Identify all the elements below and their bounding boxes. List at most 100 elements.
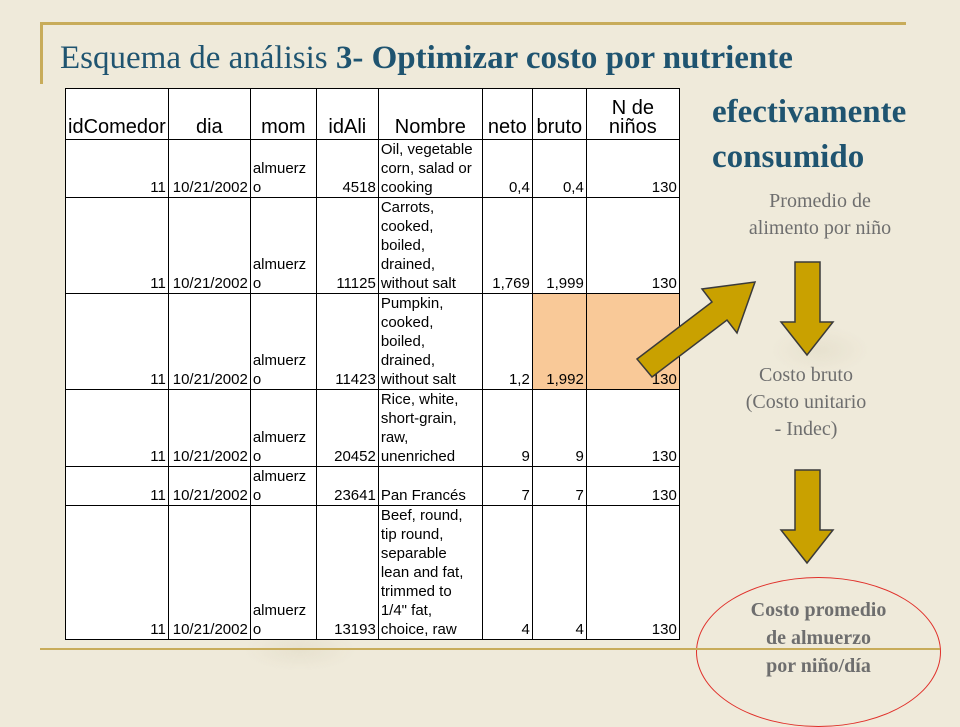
cell-nombre-line: boiled, [380, 237, 426, 254]
cell-bruto: 1,999 [531, 197, 587, 294]
cell-bruto: 4 [531, 505, 587, 640]
cell-n-ninos: 130 [585, 505, 680, 640]
slide-title: Esquema de análisis 3- Optimizar costo p… [60, 40, 793, 77]
cell-dia: 10/21/2002 [167, 389, 251, 467]
cell-nombre-line: Beef, round, [380, 507, 463, 524]
cell-mom-line: almuerz [252, 256, 307, 273]
step2-line2: (Costo unitario [745, 391, 867, 413]
down-arrow-1-icon [779, 261, 835, 357]
cell-mom: almuerz o [249, 505, 317, 640]
cell-neto: 7 [481, 466, 533, 506]
title-cont-line1: efectivamente [712, 94, 907, 130]
cell-mom-line: o [252, 371, 262, 388]
header-n-ninos: N de niños [585, 88, 680, 140]
food-data-table: idComedor dia mom idAli Nombre neto brut… [65, 88, 680, 640]
step3-line2: de almuerzo [766, 627, 871, 649]
title-cont-line2: consumido [712, 139, 865, 175]
diagonal-arrow-icon [635, 281, 757, 379]
cell-nombre-line: cooked, [380, 218, 434, 235]
cell-nombre: Oil, vegetable corn, salad or cooking [377, 139, 483, 198]
cell-mom-line: o [252, 179, 262, 196]
cell-mom-line: almuerz [252, 429, 307, 446]
cell-nombre-line: Oil, vegetable [380, 141, 473, 158]
cell-nombre-line: Carrots, [380, 199, 435, 216]
cell-mom-line: almuerz [252, 160, 307, 177]
title-prefix: Esquema de análisis [60, 40, 336, 76]
cell-nombre-line: cooking [380, 179, 433, 196]
table-row: 11 10/21/2002 almuerz o 11125 Carrots, cooked,… [65, 197, 680, 294]
cell-nombre-line: lean and fat, [380, 564, 464, 581]
step3-line1: Costo promedio [750, 599, 887, 621]
header-nombre: Nombre [377, 88, 483, 140]
step3-line3: por niño/día [766, 655, 871, 677]
header-dia: dia [167, 88, 251, 140]
bottom-rule [40, 648, 940, 650]
cell-nombre: Beef, round, tip round, separable lean and … [377, 505, 483, 640]
down-arrow-2-icon [779, 469, 835, 565]
cell-nombre: Rice, white, short-grain, raw, unenriched [377, 389, 483, 467]
cell-nombre-line: trimmed to [380, 583, 452, 600]
cell-idali: 11125 [315, 197, 379, 294]
header-bruto: bruto [531, 88, 587, 140]
cell-mom-line: o [252, 621, 262, 638]
step1-line2: alimento por niño [748, 217, 892, 239]
cell-nombre-line: cooked, [380, 314, 434, 331]
cell-mom-line: almuerz [252, 602, 307, 619]
cell-idali: 20452 [315, 389, 379, 467]
cell-neto: 0,4 [481, 139, 533, 198]
cell-dia: 10/21/2002 [167, 139, 251, 198]
cell-nombre-line: corn, salad or [380, 160, 472, 177]
cell-nombre-line: tip round, [380, 526, 444, 543]
cell-bruto: 1,992 [531, 293, 587, 390]
cell-nombre: Pan Francés [377, 466, 483, 506]
cell-mom-line: almuerz [252, 468, 307, 485]
cell-nombre-line: separable [380, 545, 447, 562]
cell-nombre-line: Rice, white, [380, 391, 459, 408]
cell-idali: 13193 [315, 505, 379, 640]
cell-neto: 9 [481, 389, 533, 467]
table-header-row: idComedor dia mom idAli Nombre neto brut… [65, 88, 680, 140]
cell-n-ninos: 130 [585, 389, 680, 467]
slide-title-continuation: efectivamente consumido [712, 90, 906, 180]
step2-line3: - Indec) [774, 418, 838, 440]
cell-idcomedor: 11 [65, 505, 169, 640]
cell-idcomedor: 11 [65, 139, 169, 198]
cell-mom-line: o [252, 487, 262, 504]
step-costo-promedio: Costo promedio de almuerzo por niño/día [696, 596, 941, 680]
table-row: 11 10/21/2002 almuerz o 20452 Rice, white, sho… [65, 389, 680, 467]
cell-neto: 1,2 [481, 293, 533, 390]
table-row: 11 10/21/2002 almuerz o 23641 Pan Francés 7 7 13… [65, 466, 680, 506]
cell-nombre-line: short-grain, [380, 410, 457, 427]
cell-nombre-line: without salt [380, 275, 456, 292]
cell-bruto: 0,4 [531, 139, 587, 198]
cell-nombre-line: Pumpkin, [380, 295, 444, 312]
header-mom: mom [249, 88, 317, 140]
table-row: 11 10/21/2002 almuerz o 11423 Pumpkin, cooked,… [65, 293, 680, 390]
cell-nombre-line: choice, raw [380, 621, 457, 638]
cell-nombre-line: unenriched [380, 448, 456, 465]
cell-mom: almuerz o [249, 139, 317, 198]
step-promedio: Promedio de alimento por niño [700, 188, 940, 242]
cell-nombre-line: 1/4" fat, [380, 602, 433, 619]
cell-nombre-line: without salt [380, 371, 456, 388]
cell-n-ninos: 130 [585, 466, 680, 506]
title-bold: 3- Optimizar costo por nutriente [335, 40, 793, 76]
header-idali: idAli [315, 88, 379, 140]
cell-mom: almuerz o [249, 293, 317, 390]
cell-idcomedor: 11 [65, 466, 169, 506]
cell-nombre-line: drained, [380, 352, 436, 369]
cell-dia: 10/21/2002 [167, 466, 251, 506]
cell-idcomedor: 11 [65, 293, 169, 390]
step1-line1: Promedio de [769, 190, 871, 212]
cell-nombre-line: Pan Francés [380, 487, 466, 504]
cell-neto: 4 [481, 505, 533, 640]
table-row: 11 10/21/2002 almuerz o 4518 Oil, vegetable co… [65, 139, 680, 198]
cell-idcomedor: 11 [65, 389, 169, 467]
cell-nombre-line: drained, [380, 256, 436, 273]
top-rule [40, 22, 906, 25]
cell-mom-line: o [252, 275, 262, 292]
cell-nombre-line: raw, [380, 429, 409, 446]
cell-idali: 23641 [315, 466, 379, 506]
cell-mom: almuerz o [249, 197, 317, 294]
